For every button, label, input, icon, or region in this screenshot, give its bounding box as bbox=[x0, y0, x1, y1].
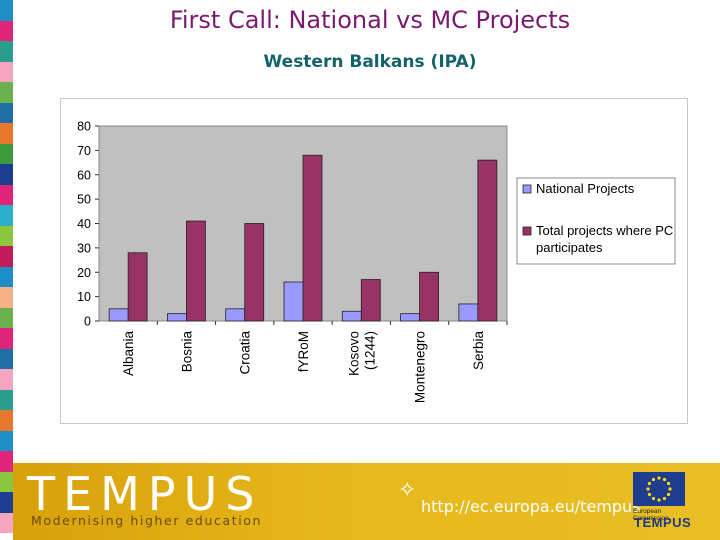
legend-swatch-0 bbox=[522, 184, 532, 194]
strip-segment bbox=[0, 451, 13, 472]
x-tick-label: Croatia bbox=[238, 331, 253, 375]
left-color-strip bbox=[0, 0, 13, 540]
strip-segment bbox=[0, 246, 13, 267]
european-commission-label: European Commission bbox=[633, 508, 669, 522]
strip-segment bbox=[0, 307, 13, 328]
tempus-tagline: Modernising higher education bbox=[31, 513, 263, 528]
tempus-logo: TEMPUS bbox=[27, 467, 263, 521]
strip-segment bbox=[0, 61, 13, 82]
bar-total-2 bbox=[244, 223, 265, 322]
bar-chart: 0 10 20 30 40 50 60 70 80 Albania Bosnia Croatia fY… bbox=[77, 120, 676, 403]
bar-national-2 bbox=[225, 308, 246, 322]
bar-national-5 bbox=[400, 313, 420, 322]
y-tick-label: 80 bbox=[77, 120, 91, 134]
y-tick-label: 70 bbox=[77, 144, 91, 158]
strip-segment bbox=[0, 20, 13, 41]
bar-total-0 bbox=[127, 252, 148, 322]
bar-national-1 bbox=[167, 313, 187, 322]
y-tick-label: 60 bbox=[77, 168, 91, 182]
strip-segment bbox=[0, 0, 13, 21]
strip-segment bbox=[0, 205, 13, 226]
y-tick-label: 10 bbox=[77, 290, 91, 304]
strip-segment bbox=[0, 184, 13, 205]
x-tick-label: Serbia bbox=[471, 331, 486, 371]
legend-label-0: National Projects bbox=[536, 181, 635, 196]
bar-total-6 bbox=[477, 159, 498, 322]
strip-segment bbox=[0, 123, 13, 144]
strip-segment bbox=[0, 164, 13, 185]
y-tick-label: 0 bbox=[84, 315, 91, 329]
bar-national-6 bbox=[458, 303, 479, 322]
y-tick-label: 40 bbox=[77, 217, 91, 231]
sparkle-icon: ✧ bbox=[398, 477, 417, 502]
strip-segment bbox=[0, 328, 13, 349]
eu-flag-icon bbox=[633, 472, 685, 506]
bar-total-5 bbox=[419, 271, 439, 322]
strip-segment bbox=[0, 369, 13, 390]
tempus-small-logo: TEMPUS bbox=[634, 515, 692, 530]
bar-national-0 bbox=[108, 308, 129, 322]
y-tick-label: 30 bbox=[77, 241, 91, 255]
x-tick-label: Bosnia bbox=[179, 331, 194, 373]
strip-segment bbox=[0, 266, 13, 287]
y-tick-label: 20 bbox=[77, 266, 91, 280]
strip-segment bbox=[0, 492, 13, 513]
strip-segment bbox=[0, 348, 13, 369]
bar-total-1 bbox=[186, 220, 206, 322]
strip-segment bbox=[0, 287, 13, 308]
x-tick-label: fYRoM bbox=[296, 331, 311, 372]
footer-banner: TEMPUS Modernising higher education ✧ ht… bbox=[13, 463, 720, 540]
strip-segment bbox=[0, 82, 13, 103]
chart-frame: 0 10 20 30 40 50 60 70 80 Albania Bosnia Croatia fY… bbox=[60, 98, 688, 424]
strip-segment bbox=[0, 471, 13, 492]
bar-total-3 bbox=[302, 154, 323, 322]
bar-total-4 bbox=[360, 279, 381, 322]
strip-segment bbox=[0, 225, 13, 246]
x-tick-label: Albania bbox=[121, 331, 136, 377]
x-tick-label: Kosovo(1244) bbox=[346, 331, 377, 376]
strip-segment bbox=[0, 389, 13, 410]
strip-segment bbox=[0, 102, 13, 123]
strip-segment bbox=[0, 430, 13, 451]
bar-national-3 bbox=[283, 281, 304, 322]
legend-swatch-1 bbox=[522, 226, 532, 236]
slide-subtitle: Western Balkans (IPA) bbox=[263, 52, 477, 72]
x-tick-label: Montenegro bbox=[413, 331, 428, 403]
slide-title: First Call: National vs MC Projects bbox=[169, 6, 571, 34]
strip-segment bbox=[0, 41, 13, 62]
footer-url-link[interactable]: http://ec.europa.eu/tempus bbox=[421, 497, 641, 516]
strip-segment bbox=[0, 410, 13, 431]
strip-segment bbox=[0, 143, 13, 164]
legend-label-1: Total projects where PC participates bbox=[536, 223, 673, 255]
bar-national-4 bbox=[341, 310, 362, 322]
y-tick-label: 50 bbox=[77, 193, 91, 207]
strip-segment bbox=[0, 512, 13, 533]
chart-legend: National Projects Total projects where PC… bbox=[516, 177, 676, 265]
